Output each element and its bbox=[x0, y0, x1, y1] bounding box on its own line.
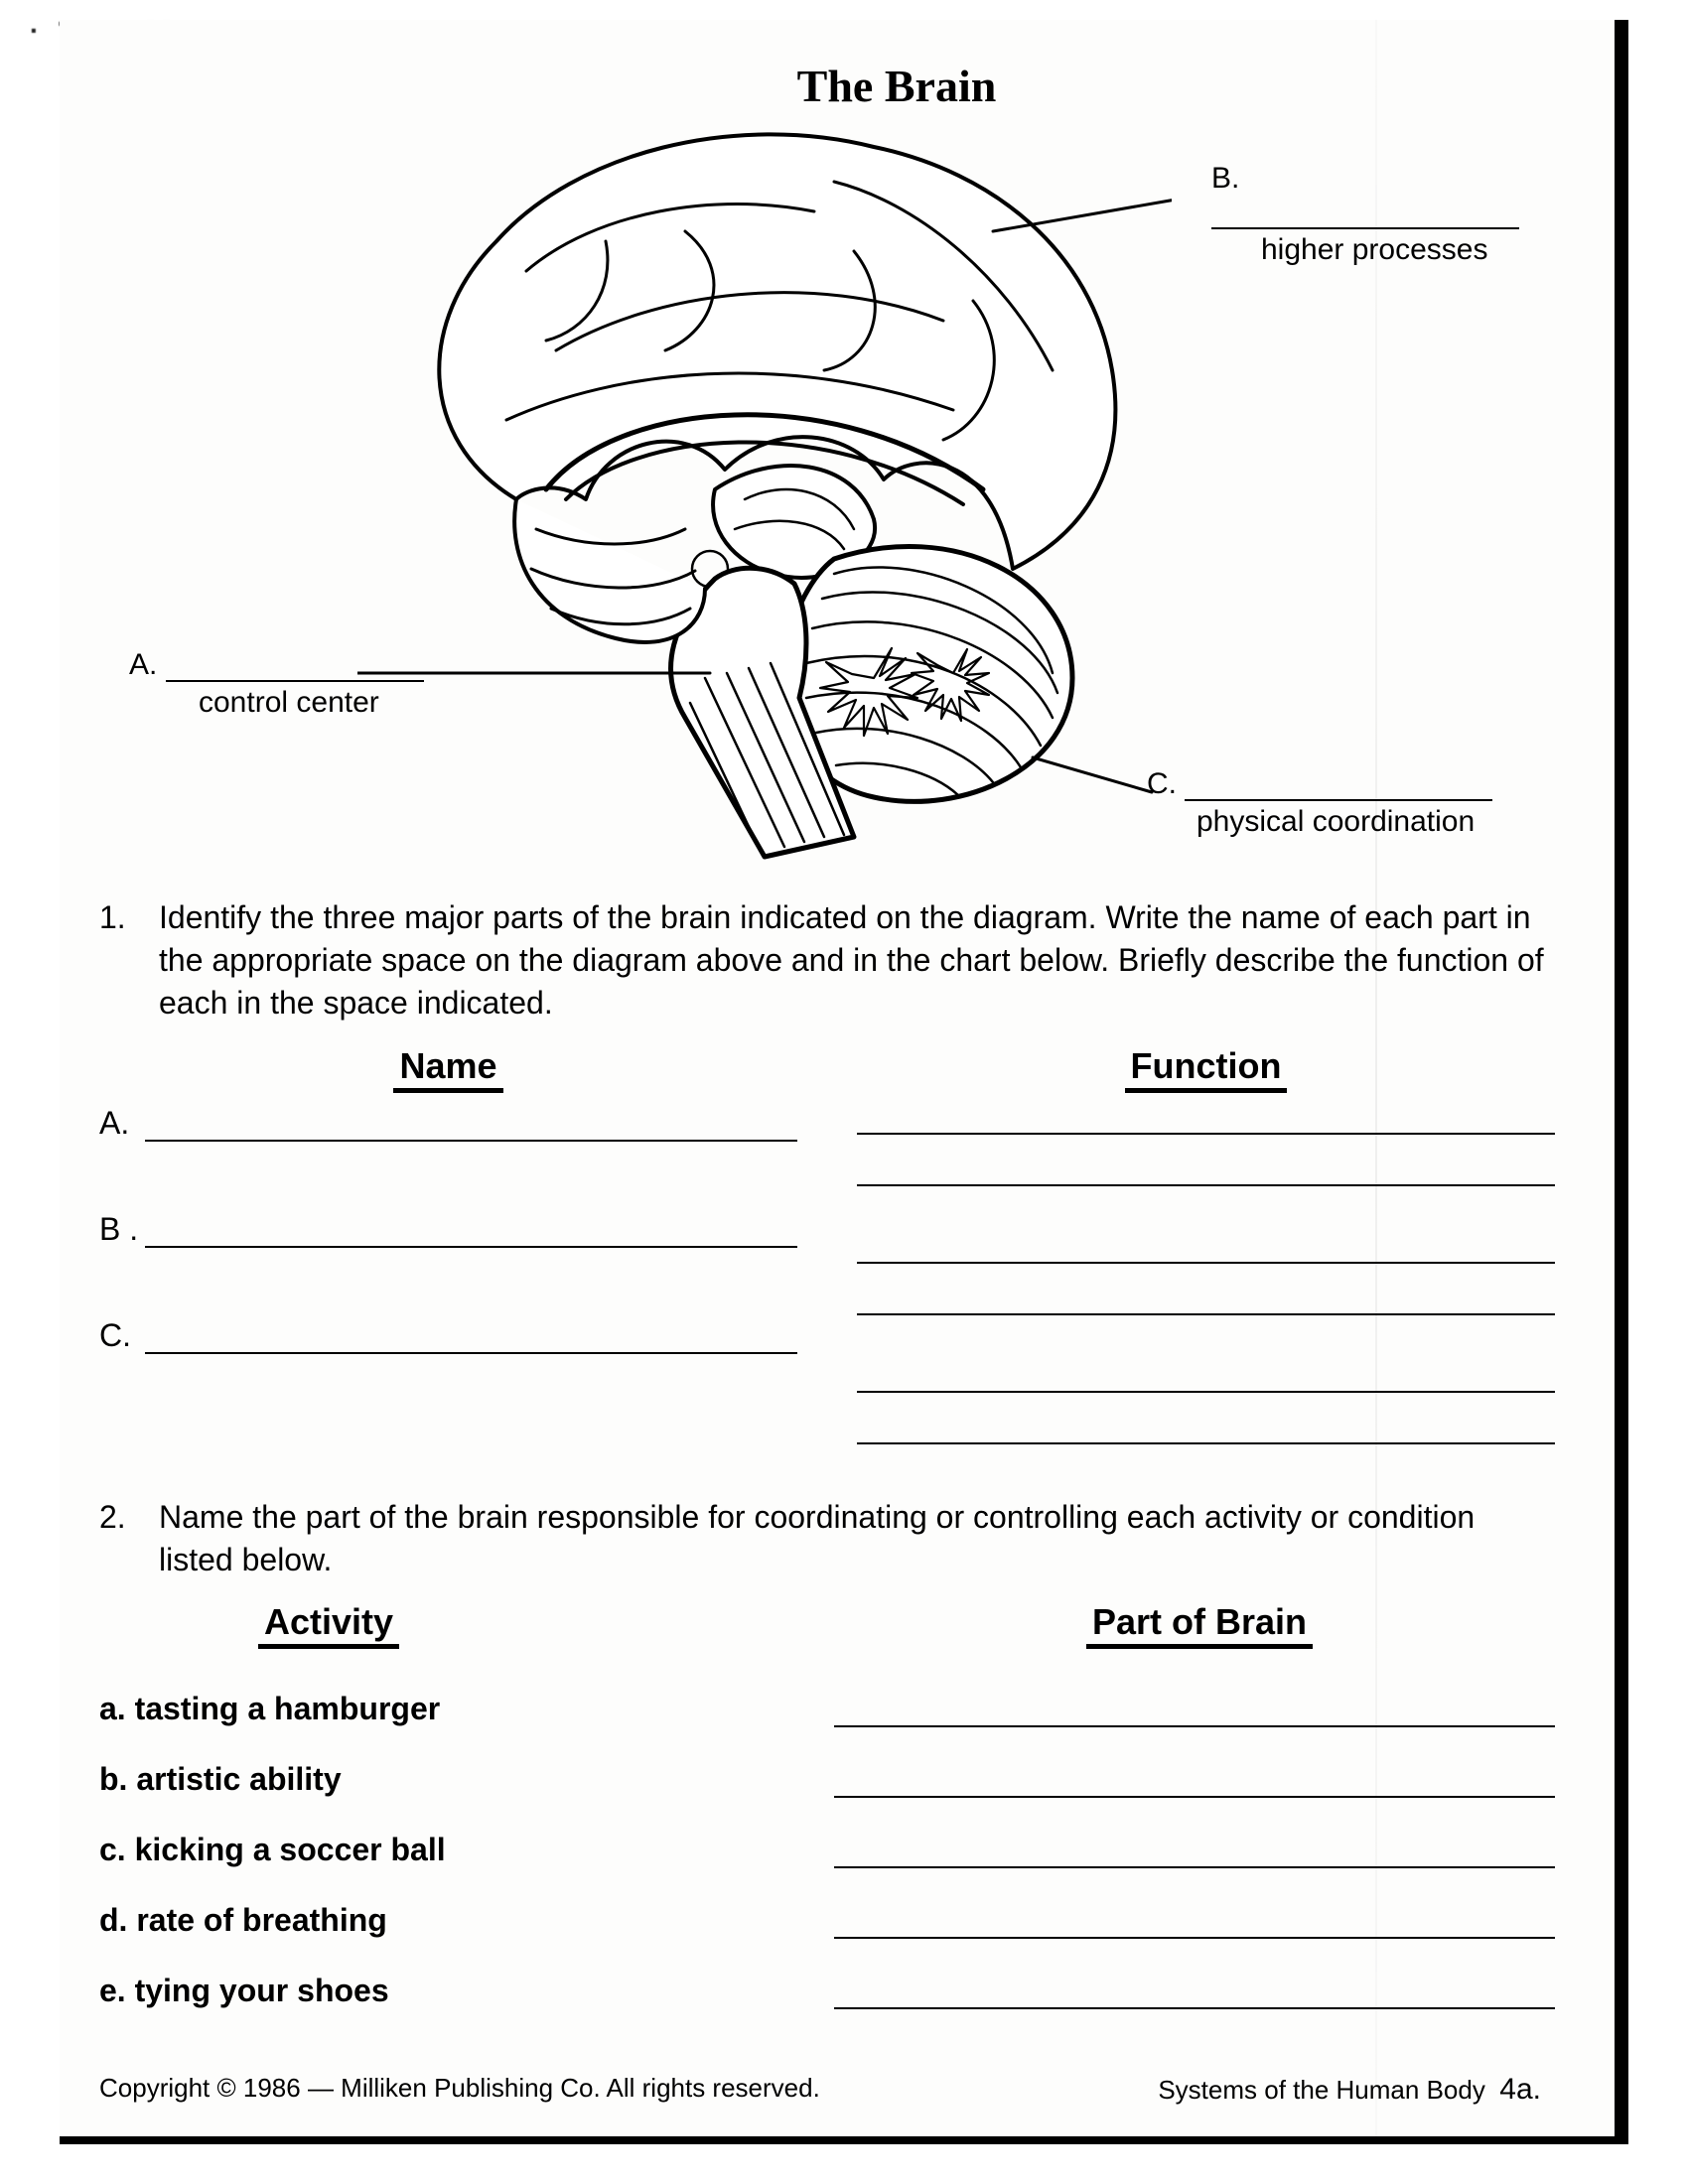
activity-e-letter: e. bbox=[99, 1973, 126, 2008]
q1-number: 1. bbox=[99, 896, 159, 1025]
activity-d-blank[interactable] bbox=[834, 1909, 1555, 1939]
callout-a-blank[interactable] bbox=[166, 658, 424, 682]
activity-rows: a. tasting a hamburger b. artistic abili… bbox=[99, 1691, 1555, 2009]
activity-row-e: e. tying your shoes bbox=[99, 1973, 1555, 2009]
callout-c-letter: C. bbox=[1147, 767, 1177, 800]
function-a-group bbox=[857, 1105, 1555, 1186]
activity-header: Activity bbox=[99, 1601, 834, 1643]
activity-header-text: Activity bbox=[258, 1601, 399, 1649]
activity-row-b: b. artistic ability bbox=[99, 1761, 1555, 1798]
function-header-text: Function bbox=[1125, 1045, 1288, 1093]
name-a-label: A. bbox=[99, 1105, 145, 1142]
page-footer: Copyright © 1986 — Milliken Publishing C… bbox=[99, 2073, 1541, 2107]
name-column: Name A. B . C. bbox=[99, 1045, 797, 1466]
diagram-callout-a: A. control center bbox=[129, 648, 424, 720]
name-b-label: B . bbox=[99, 1211, 145, 1248]
function-c-line2[interactable] bbox=[857, 1415, 1555, 1444]
name-row-a: A. bbox=[99, 1105, 797, 1142]
source-text: Systems of the Human Body bbox=[1158, 2075, 1484, 2105]
activity-table: Activity Part of Brain bbox=[99, 1601, 1555, 1661]
footer-right: Systems of the Human Body 4a. bbox=[1158, 2073, 1541, 2107]
diagram-callout-b: B. higher processes bbox=[1211, 162, 1555, 267]
part-header-text: Part of Brain bbox=[1086, 1601, 1313, 1649]
activity-column: Activity bbox=[99, 1601, 834, 1661]
function-a-line2[interactable] bbox=[857, 1157, 1555, 1186]
activity-c-letter: c. bbox=[99, 1832, 126, 1867]
activity-e-text: tying your shoes bbox=[135, 1973, 389, 2008]
copyright-text: Copyright © 1986 — Milliken Publishing C… bbox=[99, 2073, 820, 2107]
activity-row-a: a. tasting a hamburger bbox=[99, 1691, 1555, 1727]
name-header: Name bbox=[99, 1045, 797, 1087]
activity-row-d: d. rate of breathing bbox=[99, 1902, 1555, 1939]
activity-a-blank[interactable] bbox=[834, 1698, 1555, 1727]
callout-c-blank[interactable] bbox=[1185, 777, 1492, 801]
activity-d-text: rate of breathing bbox=[136, 1902, 386, 1938]
function-c-group bbox=[857, 1363, 1555, 1444]
callout-b-letter: B. bbox=[1211, 162, 1239, 195]
activity-a: a. tasting a hamburger bbox=[99, 1691, 834, 1727]
q2-text: Name the part of the brain responsible f… bbox=[159, 1496, 1555, 1581]
function-b-line1[interactable] bbox=[857, 1234, 1555, 1264]
activity-e-blank[interactable] bbox=[834, 1979, 1555, 2009]
activity-b: b. artistic ability bbox=[99, 1761, 834, 1798]
name-row-c: C. bbox=[99, 1317, 797, 1354]
part-column: Part of Brain bbox=[844, 1601, 1555, 1661]
activity-a-text: tasting a hamburger bbox=[135, 1691, 441, 1726]
activity-b-letter: b. bbox=[99, 1761, 127, 1797]
function-b-group bbox=[857, 1234, 1555, 1315]
callout-b-hint: higher processes bbox=[1261, 233, 1555, 267]
activity-b-blank[interactable] bbox=[834, 1768, 1555, 1798]
activity-c-text: kicking a soccer ball bbox=[135, 1832, 446, 1867]
question-1: 1. Identify the three major parts of the… bbox=[99, 896, 1555, 1025]
page-title: The Brain bbox=[238, 60, 1555, 112]
function-a-line1[interactable] bbox=[857, 1105, 1555, 1135]
callout-a-letter: A. bbox=[129, 648, 157, 681]
part-header: Part of Brain bbox=[844, 1601, 1555, 1643]
name-header-text: Name bbox=[393, 1045, 502, 1093]
q2-number: 2. bbox=[99, 1496, 159, 1581]
brain-diagram-zone: A. control center B. higher processes C.… bbox=[99, 122, 1555, 877]
callout-b-blank[interactable] bbox=[1211, 205, 1519, 229]
activity-row-c: c. kicking a soccer ball bbox=[99, 1832, 1555, 1868]
function-b-line2[interactable] bbox=[857, 1286, 1555, 1315]
name-c-blank[interactable] bbox=[145, 1324, 797, 1354]
activity-a-letter: a. bbox=[99, 1691, 126, 1726]
activity-c-blank[interactable] bbox=[834, 1839, 1555, 1868]
activity-e: e. tying your shoes bbox=[99, 1973, 834, 2009]
callout-a-hint: control center bbox=[199, 686, 424, 720]
name-c-label: C. bbox=[99, 1317, 145, 1354]
name-a-blank[interactable] bbox=[145, 1112, 797, 1142]
name-b-blank[interactable] bbox=[145, 1218, 797, 1248]
name-function-table: Name A. B . C. Function bbox=[99, 1045, 1555, 1466]
function-c-line1[interactable] bbox=[857, 1363, 1555, 1393]
activity-c: c. kicking a soccer ball bbox=[99, 1832, 834, 1868]
q1-text: Identify the three major parts of the br… bbox=[159, 896, 1555, 1025]
diagram-callout-c: C. physical coordination bbox=[1147, 767, 1492, 839]
brain-diagram bbox=[357, 122, 1172, 877]
name-row-b: B . bbox=[99, 1211, 797, 1248]
function-column: Function bbox=[857, 1045, 1555, 1466]
page-number: 4a. bbox=[1499, 2073, 1541, 2106]
activity-b-text: artistic ability bbox=[136, 1761, 341, 1797]
activity-d: d. rate of breathing bbox=[99, 1902, 834, 1939]
callout-c-hint: physical coordination bbox=[1196, 805, 1492, 839]
function-header: Function bbox=[857, 1045, 1555, 1087]
worksheet-page: The Brain bbox=[60, 20, 1628, 2144]
question-2: 2. Name the part of the brain responsibl… bbox=[99, 1496, 1555, 1581]
activity-d-letter: d. bbox=[99, 1902, 127, 1938]
